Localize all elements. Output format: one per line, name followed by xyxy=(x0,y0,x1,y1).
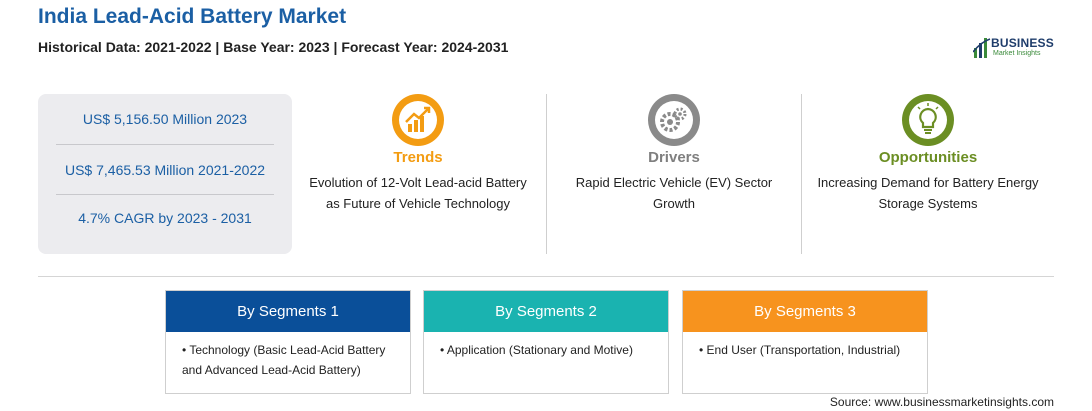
segment-1-body: • Technology (Basic Lead-Acid Battery an… xyxy=(182,343,386,377)
segment-3-header: By Segments 3 xyxy=(683,291,927,332)
segment-card-3: By Segments 3 • End User (Transportation… xyxy=(682,290,928,394)
page-title: India Lead-Acid Battery Market xyxy=(38,5,347,28)
segment-2-item: Application (Stationary and Motive) xyxy=(446,343,633,357)
segment-card-2: By Segments 2 • Application (Stationary … xyxy=(423,290,669,394)
segment-2-body: • Application (Stationary and Motive) xyxy=(440,343,633,357)
segment-3-body: • End User (Transportation, Industrial) xyxy=(699,343,901,357)
column-divider xyxy=(801,94,802,254)
drivers-title: Drivers xyxy=(648,149,700,166)
market-value-2023: US$ 5,156.50 Million 2023 xyxy=(82,111,248,127)
trends-title: Trends xyxy=(393,149,443,166)
logo-bars-icon xyxy=(973,38,991,58)
section-divider xyxy=(38,276,1054,277)
logo-wordmark: BUSINESS xyxy=(991,36,1054,50)
drivers-description: Rapid Electric Vehicle (EV) Sector Growt… xyxy=(575,175,773,211)
opportunities-title: Opportunities xyxy=(878,149,978,166)
drivers-pillar: Drivers Rapid Electric Vehicle (EV) Sect… xyxy=(559,92,789,214)
logo-tagline: Market Insights xyxy=(993,50,1041,57)
segment-1-item: Technology (Basic Lead-Acid Battery and … xyxy=(182,343,386,377)
segment-3-item: End User (Transportation, Industrial) xyxy=(706,343,901,357)
market-value-historical: US$ 7,465.53 Million 2021-2022 xyxy=(64,162,266,178)
lightbulb-icon xyxy=(902,94,954,146)
segment-1-header: By Segments 1 xyxy=(166,291,410,332)
trends-description: Evolution of 12-Volt Lead-acid Battery a… xyxy=(309,175,527,211)
brand-logo: BUSINESS Market Insights xyxy=(973,34,1063,64)
stats-divider xyxy=(56,144,274,145)
opportunities-pillar: Opportunities Increasing Demand for Batt… xyxy=(813,92,1043,214)
segment-card-1: By Segments 1 • Technology (Basic Lead-A… xyxy=(165,290,411,394)
growth-chart-icon xyxy=(392,94,444,146)
market-cagr: 4.7% CAGR by 2023 - 2031 xyxy=(78,210,252,226)
opportunities-description: Increasing Demand for Battery Energy Sto… xyxy=(817,175,1039,211)
gears-icon xyxy=(648,94,700,146)
trends-pillar: Trends Evolution of 12-Volt Lead-acid Ba… xyxy=(303,92,533,214)
stats-divider xyxy=(56,194,274,195)
page-subtitle: Historical Data: 2021-2022 | Base Year: … xyxy=(38,39,509,55)
market-stats-panel: US$ 5,156.50 Million 2023 US$ 7,465.53 M… xyxy=(38,94,292,254)
segment-2-header: By Segments 2 xyxy=(424,291,668,332)
column-divider xyxy=(546,94,547,254)
source-credit: Source: www.businessmarketinsights.com xyxy=(829,395,1054,409)
